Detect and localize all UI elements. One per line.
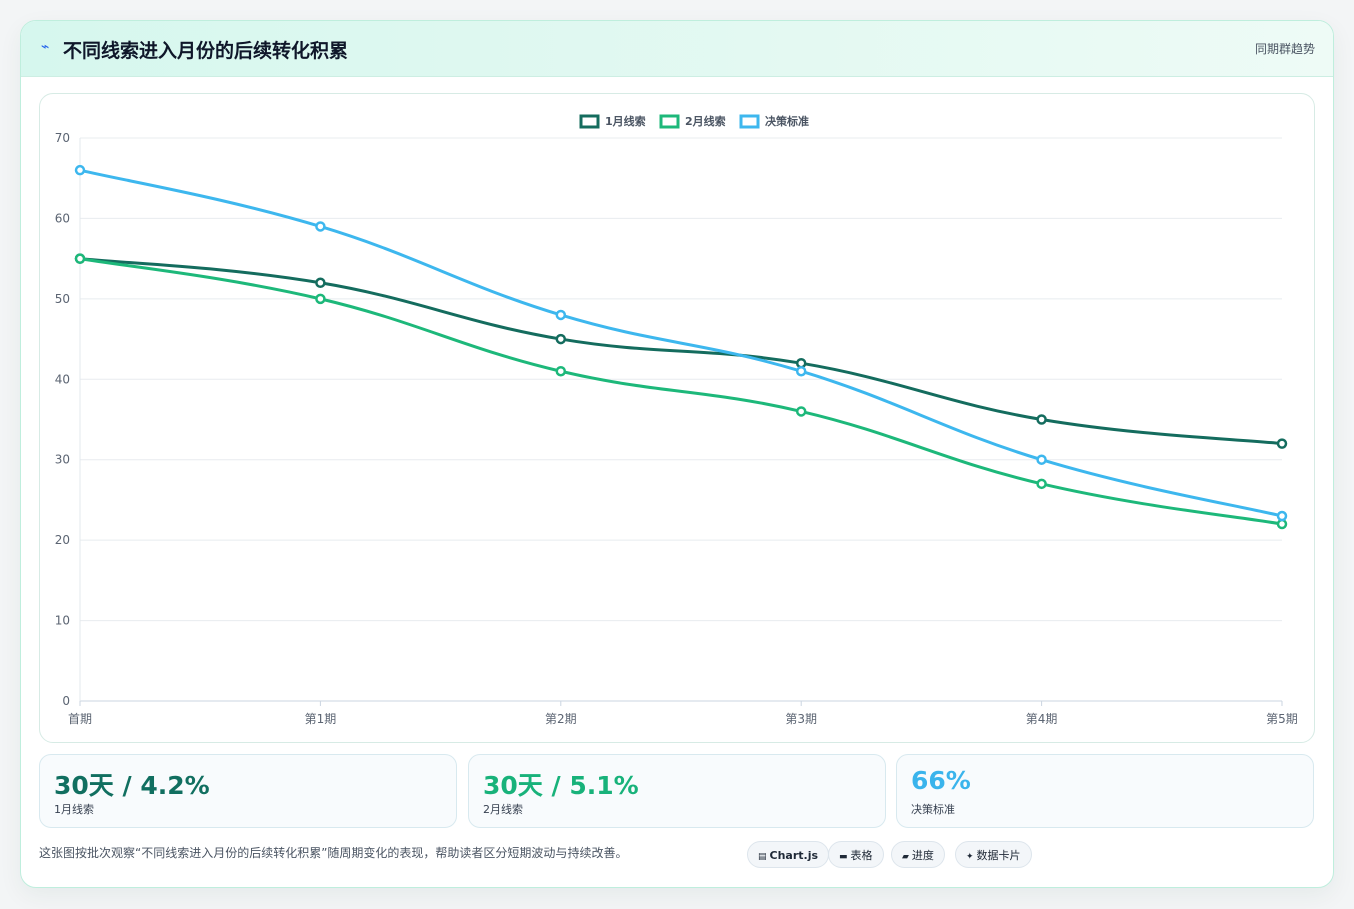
legend-item: 决策标准 — [739, 114, 809, 129]
series-line — [79, 257, 1283, 446]
data-point — [795, 406, 807, 417]
lightning-icon: ⌁ — [41, 39, 50, 55]
series-line — [79, 257, 1283, 526]
kpi-value: 30天 / 5.1% — [483, 771, 639, 800]
x-tick-label: 第4期 — [1026, 712, 1058, 726]
data-point — [555, 309, 567, 321]
line-chart: 0 10 20 30 40 50 60 70 首期 第1期 第2期 第3期 第4期 第5期 1月线索 2月线索… — [55, 114, 1298, 726]
kpi-label: 决策标准 — [911, 803, 955, 816]
kpi-label: 1月线索 — [54, 803, 94, 816]
progress-icon: ▰ — [902, 852, 909, 862]
kpi-value: 30天 / 4.2% — [54, 771, 210, 800]
data-point — [1036, 414, 1047, 425]
pill-label: Chart.js — [769, 849, 819, 862]
kpi-card-2: 30天 / 5.1% 2月线索 — [468, 754, 886, 828]
data-point — [795, 365, 807, 377]
chart-note: 这张图按批次观察“不同线索进入月份的后续转化积累”随周期变化的表现，帮助读者区分… — [39, 846, 628, 860]
x-tick-label: 第2期 — [545, 712, 577, 726]
y-tick-label: 60 — [55, 211, 70, 225]
series-2 — [74, 253, 1288, 530]
table-icon: ▬ — [839, 852, 848, 862]
data-point — [315, 221, 326, 232]
card-tag: 同期群趋势 — [1254, 42, 1315, 56]
x-tick-label: 首期 — [68, 712, 92, 726]
legend-item: 2月线索 — [659, 114, 726, 129]
sparkle-icon: ✦ — [966, 852, 974, 862]
data-point — [1276, 510, 1288, 522]
x-tick-label: 第5期 — [1266, 712, 1298, 726]
pill-data-card[interactable]: ✦ 数据卡片 — [955, 841, 1032, 868]
axes: 0 10 20 30 40 50 60 70 首期 第1期 第2期 第3期 第4期 第5期 — [55, 131, 1298, 726]
chart-card: ⌁ 不同线索进入月份的后续转化积累 同期群趋势 0 10 20 30 40 50 60 70 首… — [20, 20, 1334, 888]
chart-icon: ▤ — [758, 852, 767, 862]
data-point — [1036, 454, 1047, 465]
data-point — [1036, 478, 1047, 490]
y-tick-label: 30 — [55, 453, 70, 467]
data-point — [1276, 438, 1288, 449]
data-point — [555, 365, 567, 377]
pill-progress[interactable]: ▰ 进度 — [891, 841, 945, 868]
data-point — [74, 253, 86, 264]
pill-label: 数据卡片 — [976, 849, 1021, 862]
series-1 — [74, 253, 1288, 449]
data-point — [74, 164, 86, 176]
x-tick-label: 第1期 — [305, 712, 337, 726]
legend-label: 1月线索 — [605, 114, 646, 128]
pill-label: 进度 — [911, 849, 934, 862]
card-title: 不同线索进入月份的后续转化积累 — [63, 40, 349, 62]
kpi-label: 2月线索 — [483, 803, 523, 816]
data-point — [315, 277, 326, 289]
grid — [79, 137, 1283, 706]
legend-label: 2月线索 — [685, 114, 726, 128]
kpi-card-3: 66% 决策标准 — [896, 754, 1314, 828]
legend-swatch — [659, 114, 680, 129]
y-tick-label: 20 — [55, 533, 70, 547]
data-point — [555, 333, 567, 345]
legend: 1月线索 2月线索 决策标准 — [579, 114, 809, 129]
chart-panel: 0 10 20 30 40 50 60 70 首期 第1期 第2期 第3期 第4期 第5期 1月线索 2月线索… — [39, 93, 1315, 743]
data-point — [315, 293, 326, 305]
legend-label: 决策标准 — [765, 114, 809, 128]
pill-chartjs[interactable]: ▤ Chart.js — [747, 841, 830, 868]
pill-table[interactable]: ▬ 表格 — [828, 841, 884, 868]
pill-label: 表格 — [850, 849, 873, 862]
kpi-card-1: 30天 / 4.2% 1月线索 — [39, 754, 457, 828]
y-tick-label: 70 — [55, 131, 70, 145]
y-tick-label: 10 — [55, 614, 70, 628]
y-tick-label: 0 — [62, 694, 70, 708]
y-tick-label: 40 — [55, 372, 70, 386]
legend-item: 1月线索 — [579, 114, 646, 129]
card-header: ⌁ 不同线索进入月份的后续转化积累 同期群趋势 — [21, 21, 1333, 77]
kpi-value: 66% — [911, 766, 971, 795]
legend-swatch — [739, 114, 760, 129]
x-tick-label: 第3期 — [785, 712, 817, 726]
series-line — [79, 168, 1283, 518]
legend-swatch — [579, 114, 600, 129]
y-tick-label: 50 — [55, 292, 70, 306]
series-3 — [74, 164, 1288, 522]
